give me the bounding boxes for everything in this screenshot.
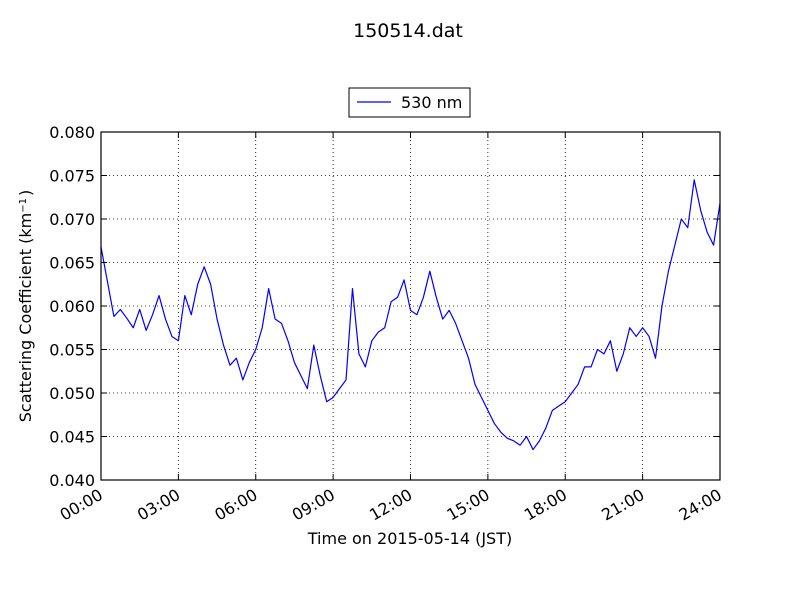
legend-label: 530 nm [401,93,462,112]
x-axis-label: Time on 2015-05-14 (JST) [307,529,512,548]
y-axis-label: Scattering Coefficient (km−1) [16,190,35,423]
y-tick-label: 0.080 [49,123,95,142]
y-tick-label: 0.060 [49,297,95,316]
y-tick-label: 0.075 [49,167,95,186]
y-axis-label-sup: −1 [18,198,29,213]
y-axis-label-main: Scattering Coefficient (km [16,213,35,423]
chart-title: 150514.dat [353,20,463,42]
y-tick-label: 0.050 [49,384,95,403]
y-tick-label: 0.055 [49,341,95,360]
y-tick-label: 0.040 [49,471,95,490]
legend: 530 nm [348,87,471,118]
y-axis-label-end: ) [16,190,35,196]
y-tick-labels: 0.040 0.045 0.050 0.055 0.060 0.065 0.070 0.075… [49,123,95,490]
y-tick-label: 0.045 [49,428,95,447]
ticks-layer [100,131,721,481]
y-tick-label: 0.070 [49,210,95,229]
series-layer [100,179,721,451]
y-tick-label: 0.065 [49,254,95,273]
series-line-530nm [100,179,721,451]
